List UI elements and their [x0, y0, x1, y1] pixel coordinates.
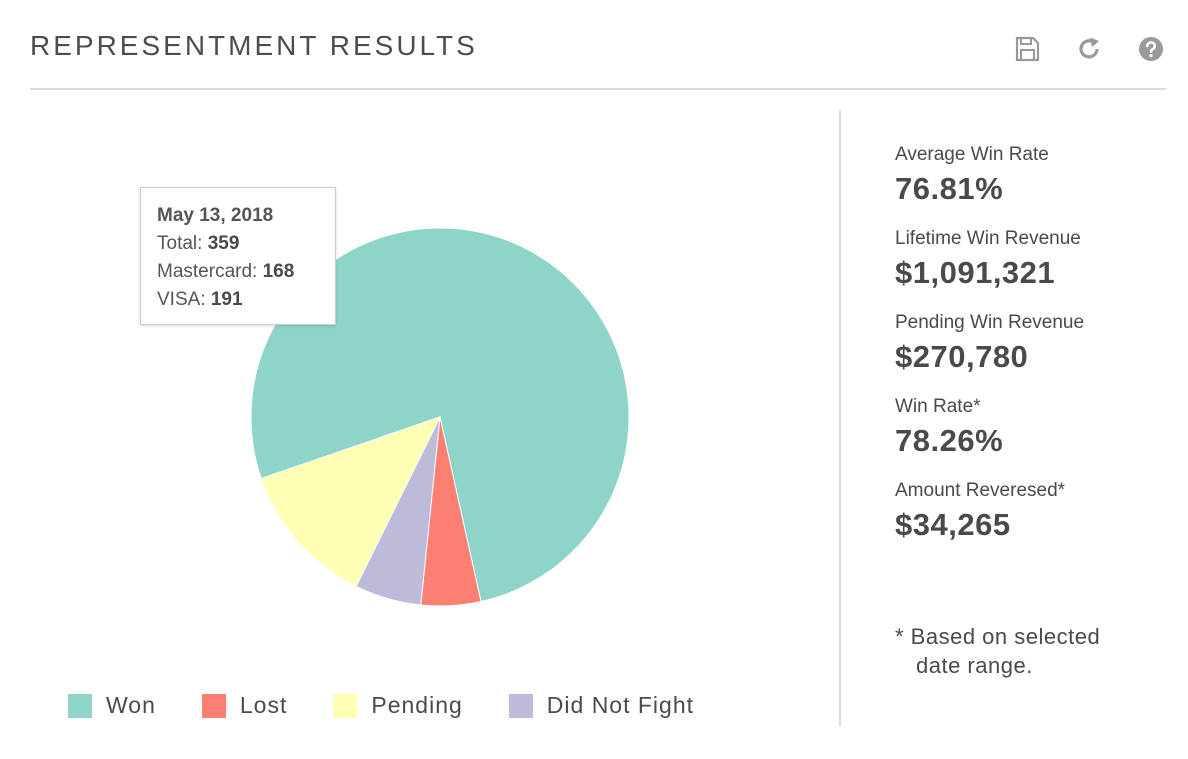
footnote-line-2: date range. — [916, 653, 1033, 678]
pie-chart-area: May 13, 2018 Total: 359 Mastercard: 168 … — [30, 110, 820, 730]
panel-header: REPRESENTMENT RESULTS — [30, 0, 1166, 90]
pie-chart — [250, 227, 630, 607]
stat-win-rate: Win Rate* 78.26% — [895, 395, 1165, 463]
pie-slice-pending[interactable] — [260, 416, 441, 588]
legend-item-lost[interactable]: Lost — [201, 692, 288, 719]
legend-swatch-pending — [333, 693, 358, 718]
stat-value: 76.81% — [895, 171, 1004, 206]
help-icon[interactable] — [1136, 34, 1166, 64]
tooltip-mastercard-label: Mastercard: — [157, 261, 258, 282]
tooltip-date: May 13, 2018 — [157, 205, 274, 226]
tooltip-total: Total: 359 — [157, 230, 319, 258]
vertical-divider — [839, 110, 841, 726]
stat-label: Pending Win Revenue — [895, 312, 1085, 333]
footnote-line-1: * Based on selected — [895, 624, 1101, 649]
stat-average-win-rate: Average Win Rate 76.81% — [895, 143, 1165, 211]
tooltip-mastercard: Mastercard: 168 — [157, 258, 319, 286]
pie-slice-won[interactable] — [250, 227, 630, 603]
footnote: * Based on selected date range. — [895, 622, 1165, 680]
legend-swatch-lost — [201, 693, 226, 718]
legend-label-won: Won — [106, 692, 156, 718]
tooltip-visa-label: VISA: — [157, 289, 206, 310]
stat-label: Win Rate* — [895, 396, 981, 417]
stat-amount-reversed: Amount Reveresed* $34,265 — [895, 479, 1165, 547]
stats-panel: Average Win Rate 76.81% Lifetime Win Rev… — [895, 143, 1165, 563]
save-icon[interactable] — [1012, 34, 1042, 64]
panel-toolbar — [1012, 34, 1166, 64]
tooltip-visa-value: 191 — [210, 289, 243, 310]
legend-item-did-not-fight[interactable]: Did Not Fight — [508, 692, 695, 719]
legend-label-did-not-fight: Did Not Fight — [546, 692, 695, 718]
legend-swatch-did-not-fight — [508, 693, 533, 718]
stat-label: Amount Reveresed* — [895, 480, 1066, 501]
tooltip-total-value: 359 — [207, 233, 240, 254]
stat-pending-win-revenue: Pending Win Revenue $270,780 — [895, 311, 1165, 379]
tooltip-total-label: Total: — [157, 233, 203, 254]
panel-title: REPRESENTMENT RESULTS — [30, 30, 478, 61]
chart-legend: Won Lost Pending Did Not Fight — [68, 692, 740, 719]
refresh-icon[interactable] — [1074, 34, 1104, 64]
stat-value: 78.26% — [895, 423, 1004, 458]
stat-value: $270,780 — [895, 339, 1029, 374]
legend-item-pending[interactable]: Pending — [333, 692, 462, 719]
legend-item-won[interactable]: Won — [68, 692, 156, 719]
tooltip-visa: VISA: 191 — [157, 286, 319, 314]
legend-swatch-won — [68, 693, 92, 718]
stat-lifetime-win-revenue: Lifetime Win Revenue $1,091,321 — [895, 227, 1165, 295]
legend-label-lost: Lost — [239, 692, 288, 718]
stat-value: $1,091,321 — [895, 255, 1056, 290]
stat-label: Lifetime Win Revenue — [895, 228, 1081, 249]
stat-label: Average Win Rate — [895, 144, 1049, 165]
stat-value: $34,265 — [895, 507, 1011, 542]
legend-label-pending: Pending — [371, 692, 463, 718]
tooltip-mastercard-value: 168 — [262, 261, 295, 282]
chart-tooltip: May 13, 2018 Total: 359 Mastercard: 168 … — [140, 187, 336, 325]
